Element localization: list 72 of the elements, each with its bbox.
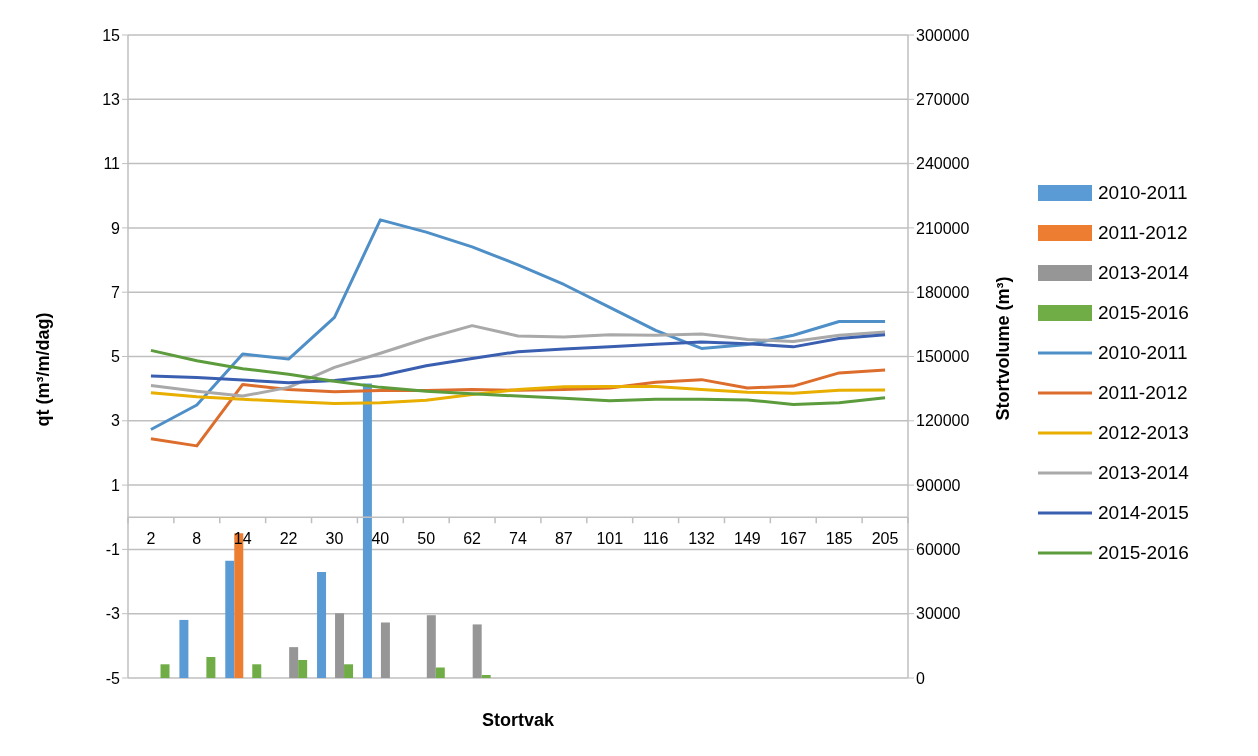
legend-label: 2011-2012 [1098, 382, 1188, 404]
y-tick-label: 15 [102, 26, 121, 44]
bar [206, 657, 216, 678]
line-series [149, 324, 887, 398]
y2-tick-label: 270000 [916, 90, 970, 108]
x-tick-label: 22 [279, 530, 298, 548]
bar [160, 664, 170, 678]
line-series [149, 384, 887, 405]
legend-label: 2015-2016 [1098, 542, 1189, 564]
y2-tick-label: 150000 [916, 348, 970, 366]
x-tick-label: 116 [642, 530, 669, 548]
line-series [149, 348, 887, 406]
legend-label: 2013-2014 [1098, 462, 1189, 484]
legend-label: 2011-2012 [1098, 222, 1188, 244]
y2-tick-label: 120000 [916, 412, 970, 430]
bar [335, 613, 345, 678]
y-tick-label: 11 [103, 155, 121, 173]
bar [289, 647, 299, 678]
x-tick-label: 185 [825, 530, 853, 548]
y2-tick-label: 180000 [916, 283, 970, 301]
y-axis-title: qt (m³/m/dag) [33, 312, 54, 427]
y-tick-label: 9 [111, 219, 121, 237]
bar [225, 560, 235, 678]
y-tick-label: -1 [105, 541, 121, 559]
bar [179, 619, 189, 678]
x-axis-title: Stortvak [481, 710, 555, 730]
bar [481, 675, 491, 678]
line-series [149, 218, 887, 431]
x-tick-label: 62 [463, 530, 482, 548]
bar [435, 667, 445, 678]
x-tick-label: 40 [371, 530, 390, 548]
x-tick-label: 101 [596, 530, 624, 548]
bar [344, 664, 354, 678]
bar [252, 664, 262, 678]
x-tick-label: 149 [734, 530, 761, 548]
x-tick-label: 74 [509, 530, 527, 548]
y2-tick-label: 60000 [916, 541, 961, 559]
y2-tick-label: 90000 [916, 476, 961, 494]
y2-tick-label: 30000 [916, 605, 961, 623]
x-tick-label: 50 [417, 530, 436, 548]
y2-tick-label: 240000 [916, 155, 970, 173]
bar [380, 622, 390, 678]
line-series [149, 333, 887, 385]
y-tick-label: 3 [111, 412, 121, 430]
legend-label: 2015-2016 [1098, 302, 1189, 324]
y-tick-label: -5 [105, 669, 121, 687]
x-tick-label: 132 [688, 530, 715, 548]
bar [426, 615, 436, 678]
bar [472, 624, 482, 678]
x-tick-label: 30 [325, 530, 344, 548]
y2-axis-title: Stortvolume (m³) [993, 276, 1014, 421]
bar [362, 383, 372, 678]
legend-label: 2010-2011 [1098, 342, 1188, 364]
legend-label: 2013-2014 [1098, 262, 1189, 284]
y-tick-label: 1 [111, 476, 121, 494]
x-tick-label: 205 [871, 530, 899, 548]
bar [317, 571, 327, 678]
x-tick-label: 87 [554, 530, 573, 548]
bar [298, 660, 308, 678]
y-tick-label: 7 [111, 283, 121, 301]
x-tick-label: 2 [146, 530, 156, 548]
y-tick-label: 5 [111, 348, 121, 366]
legend-label: 2012-2013 [1098, 422, 1189, 444]
x-tick-label: 8 [192, 530, 202, 548]
x-tick-label: 167 [779, 530, 807, 548]
y2-tick-label: 300000 [916, 26, 970, 44]
y2-tick-label: 0 [916, 669, 925, 687]
y-tick-label: -3 [105, 605, 121, 623]
y2-tick-label: 210000 [916, 219, 970, 237]
legend-label: 2010-2011 [1098, 182, 1188, 204]
y-tick-label: 13 [102, 90, 121, 108]
legend-label: 2014-2015 [1098, 502, 1189, 524]
